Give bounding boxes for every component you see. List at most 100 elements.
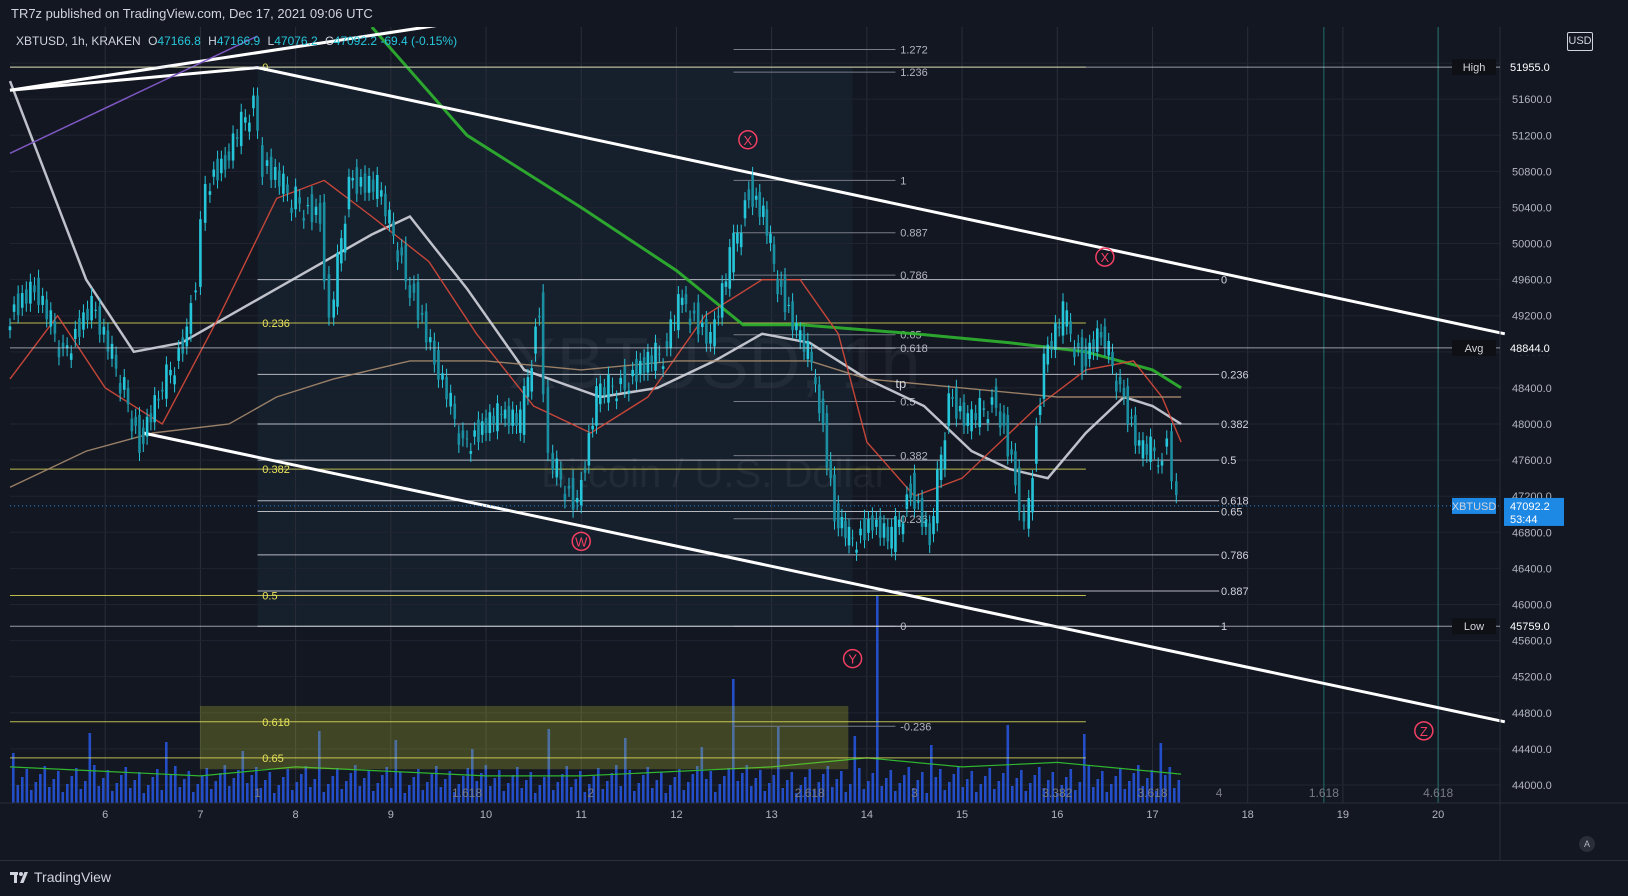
- volume-bar: [768, 783, 771, 803]
- y-tick-label: 44000.0: [1512, 780, 1552, 792]
- volume-bar: [885, 778, 888, 803]
- candle-body: [61, 342, 65, 349]
- candle-body: [261, 145, 264, 177]
- volume-bar: [502, 791, 506, 803]
- fib-mid-label: 0.887: [900, 228, 928, 240]
- candle-body: [677, 294, 680, 331]
- time-fib-label: 1: [254, 786, 261, 800]
- candle-body: [810, 351, 813, 363]
- candle-body: [913, 472, 916, 509]
- volume-bar: [988, 768, 992, 803]
- volume-bar: [552, 790, 555, 803]
- volume-bar: [205, 768, 209, 803]
- candle-body: [141, 427, 145, 444]
- candle-body: [216, 158, 219, 181]
- volume-bar: [525, 780, 528, 803]
- candle-body: [943, 440, 947, 470]
- y-tick-label: 46400.0: [1512, 563, 1552, 575]
- candle-body: [1137, 440, 1141, 446]
- candle-body: [859, 528, 862, 536]
- volume-bar: [66, 784, 69, 803]
- volume-ma-line: [9, 757, 1182, 777]
- volume-bar: [1119, 768, 1122, 803]
- candle-body: [567, 485, 571, 489]
- volume-bar: [286, 769, 290, 803]
- auto-scale-button[interactable]: A: [1579, 836, 1595, 852]
- volume-bar: [997, 781, 1001, 803]
- candle-body: [867, 519, 870, 533]
- candle-body: [705, 319, 708, 344]
- candle-body: [611, 385, 614, 387]
- volume-bar: [849, 784, 852, 803]
- candle-body: [503, 409, 507, 419]
- fib-golden-zone: [199, 705, 849, 770]
- candle-body: [420, 312, 424, 315]
- volume-bar: [700, 747, 704, 803]
- candle-body: [118, 383, 122, 394]
- candle-body: [947, 393, 951, 426]
- fib-right-label: 0.887: [1221, 586, 1249, 598]
- volume-bar: [646, 767, 650, 803]
- price-tag-label: XBTUSD: [1452, 501, 1497, 513]
- candle-body: [844, 520, 847, 539]
- volume-bar: [367, 770, 371, 803]
- candle-body: [343, 223, 347, 253]
- candle-body: [661, 366, 665, 369]
- fib-right-label: 0.236: [1221, 369, 1249, 381]
- candle-body: [367, 176, 371, 193]
- volume-bar: [930, 745, 933, 803]
- candle-body: [37, 277, 40, 305]
- volume-bar: [916, 780, 920, 803]
- volume-bar: [718, 784, 722, 803]
- volume-bar: [804, 777, 807, 803]
- volume-bar: [160, 790, 164, 803]
- currency-button[interactable]: USD: [1567, 32, 1593, 51]
- candle-body: [575, 498, 579, 503]
- candle-body: [347, 176, 351, 210]
- candle-body: [273, 166, 277, 180]
- candle-body: [1038, 405, 1042, 415]
- volume-bar: [979, 784, 983, 803]
- candle-body: [110, 343, 114, 359]
- volume-bar: [579, 771, 582, 803]
- candle-body: [327, 274, 331, 318]
- candle-body: [384, 193, 387, 217]
- candle-body: [173, 375, 176, 385]
- price-tag-bg: [1452, 59, 1496, 76]
- candle-body: [322, 202, 326, 282]
- volume-bar: [345, 781, 348, 803]
- volume-bar: [655, 780, 659, 803]
- volume-bar: [1177, 780, 1181, 803]
- y-tick-label: 44800.0: [1512, 708, 1552, 720]
- volume-bar: [349, 773, 353, 803]
- candle-body: [73, 328, 77, 339]
- candle-body: [199, 219, 202, 287]
- candle-body: [994, 386, 998, 408]
- volume-bar: [174, 766, 177, 803]
- volume-bar: [1051, 772, 1055, 803]
- volume-bar: [993, 789, 996, 803]
- candle-body: [122, 377, 126, 390]
- candle-body: [724, 281, 728, 287]
- volume-bar: [156, 769, 159, 803]
- candle-body: [437, 350, 440, 380]
- candle-body: [177, 348, 180, 361]
- price-chart[interactable]: 6789101112131415161718192052000.051600.0…: [0, 27, 1628, 860]
- fib-left-label: 0.618: [262, 717, 290, 729]
- ma-line-red: [9, 179, 1182, 498]
- tradingview-logo[interactable]: TradingView: [10, 869, 111, 885]
- volume-bar: [565, 766, 569, 803]
- volume-bar: [57, 771, 60, 803]
- candle-body: [408, 285, 412, 298]
- candle-body: [709, 331, 712, 344]
- volume-bar: [570, 787, 573, 803]
- candle-body: [453, 403, 457, 419]
- volume-bar: [61, 792, 65, 803]
- candle-body: [1122, 387, 1126, 397]
- volume-bar: [435, 766, 438, 803]
- candle-body: [627, 390, 631, 394]
- candle-body: [227, 151, 231, 161]
- volume-bar: [799, 785, 803, 803]
- time-fib-label: 3.618: [1137, 786, 1167, 800]
- candle-body: [161, 389, 164, 392]
